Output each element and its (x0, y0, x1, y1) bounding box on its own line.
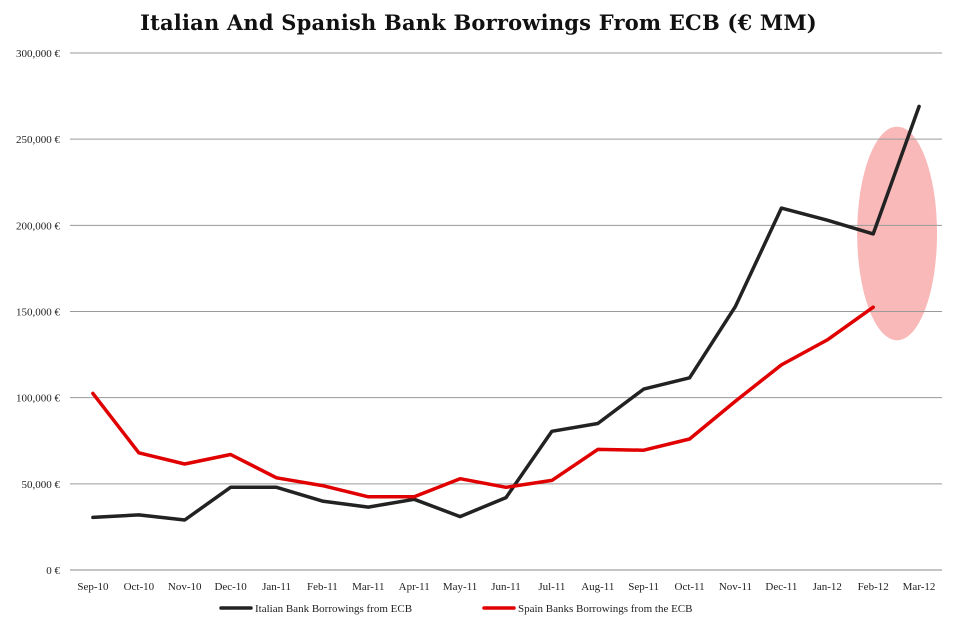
y-tick-label: 50,000 € (22, 479, 61, 491)
annotation-layer (857, 126, 938, 341)
y-tick-label: 300,000 € (16, 48, 61, 60)
x-tick-label: Feb-11 (307, 581, 338, 593)
x-tick-label: Jun-11 (491, 581, 521, 593)
x-tick-label: Feb-12 (858, 581, 889, 593)
x-axis-ticks: Sep-10 Oct-10 Nov-10 Dec-10 Jan-11 Feb-11 Mar-… (77, 581, 935, 593)
x-tick-label: Jan-11 (262, 581, 291, 593)
legend-label: Italian Bank Borrowings from ECB (255, 603, 412, 615)
x-tick-label: Jan-12 (813, 581, 842, 593)
legend-label: Spain Banks Borrowings from the ECB (518, 603, 692, 615)
x-tick-label: Aug-11 (581, 581, 614, 593)
y-tick-label: 0 € (46, 565, 60, 577)
gridlines (70, 52, 942, 571)
y-tick-label: 150,000 € (16, 307, 61, 319)
x-tick-label: Sep-10 (77, 581, 109, 593)
x-tick-label: Oct-11 (675, 581, 705, 593)
x-tick-label: Mar-11 (352, 581, 384, 593)
italy-series-line (91, 104, 921, 522)
x-tick-label: Sep-11 (628, 581, 659, 593)
spain-series-line (91, 305, 875, 499)
legend: Italian Bank Borrowings from ECB Spain Ba… (219, 603, 692, 615)
legend-spain: Spain Banks Borrowings from the ECB (482, 603, 692, 615)
chart-title: Italian And Spanish Bank Borrowings From… (140, 10, 817, 35)
x-tick-label: Jul-11 (538, 581, 565, 593)
x-tick-label: Mar-12 (903, 581, 936, 593)
highlight-ellipse (857, 126, 938, 341)
y-axis-ticks: 0 € 50,000 € 100,000 € 150,000 € 200,000 € 25… (16, 48, 61, 577)
x-tick-label: Oct-10 (124, 581, 155, 593)
y-tick-label: 100,000 € (16, 393, 61, 405)
y-tick-label: 200,000 € (16, 220, 61, 232)
legend-italy: Italian Bank Borrowings from ECB (219, 603, 412, 615)
x-tick-label: Nov-10 (168, 581, 202, 593)
x-tick-label: Dec-10 (214, 581, 247, 593)
x-tick-label: Apr-11 (399, 581, 430, 593)
x-tick-label: Nov-11 (719, 581, 752, 593)
x-tick-label: Dec-11 (765, 581, 797, 593)
y-tick-label: 250,000 € (16, 134, 61, 146)
series-lines (91, 104, 921, 522)
x-tick-label: May-11 (443, 581, 477, 593)
